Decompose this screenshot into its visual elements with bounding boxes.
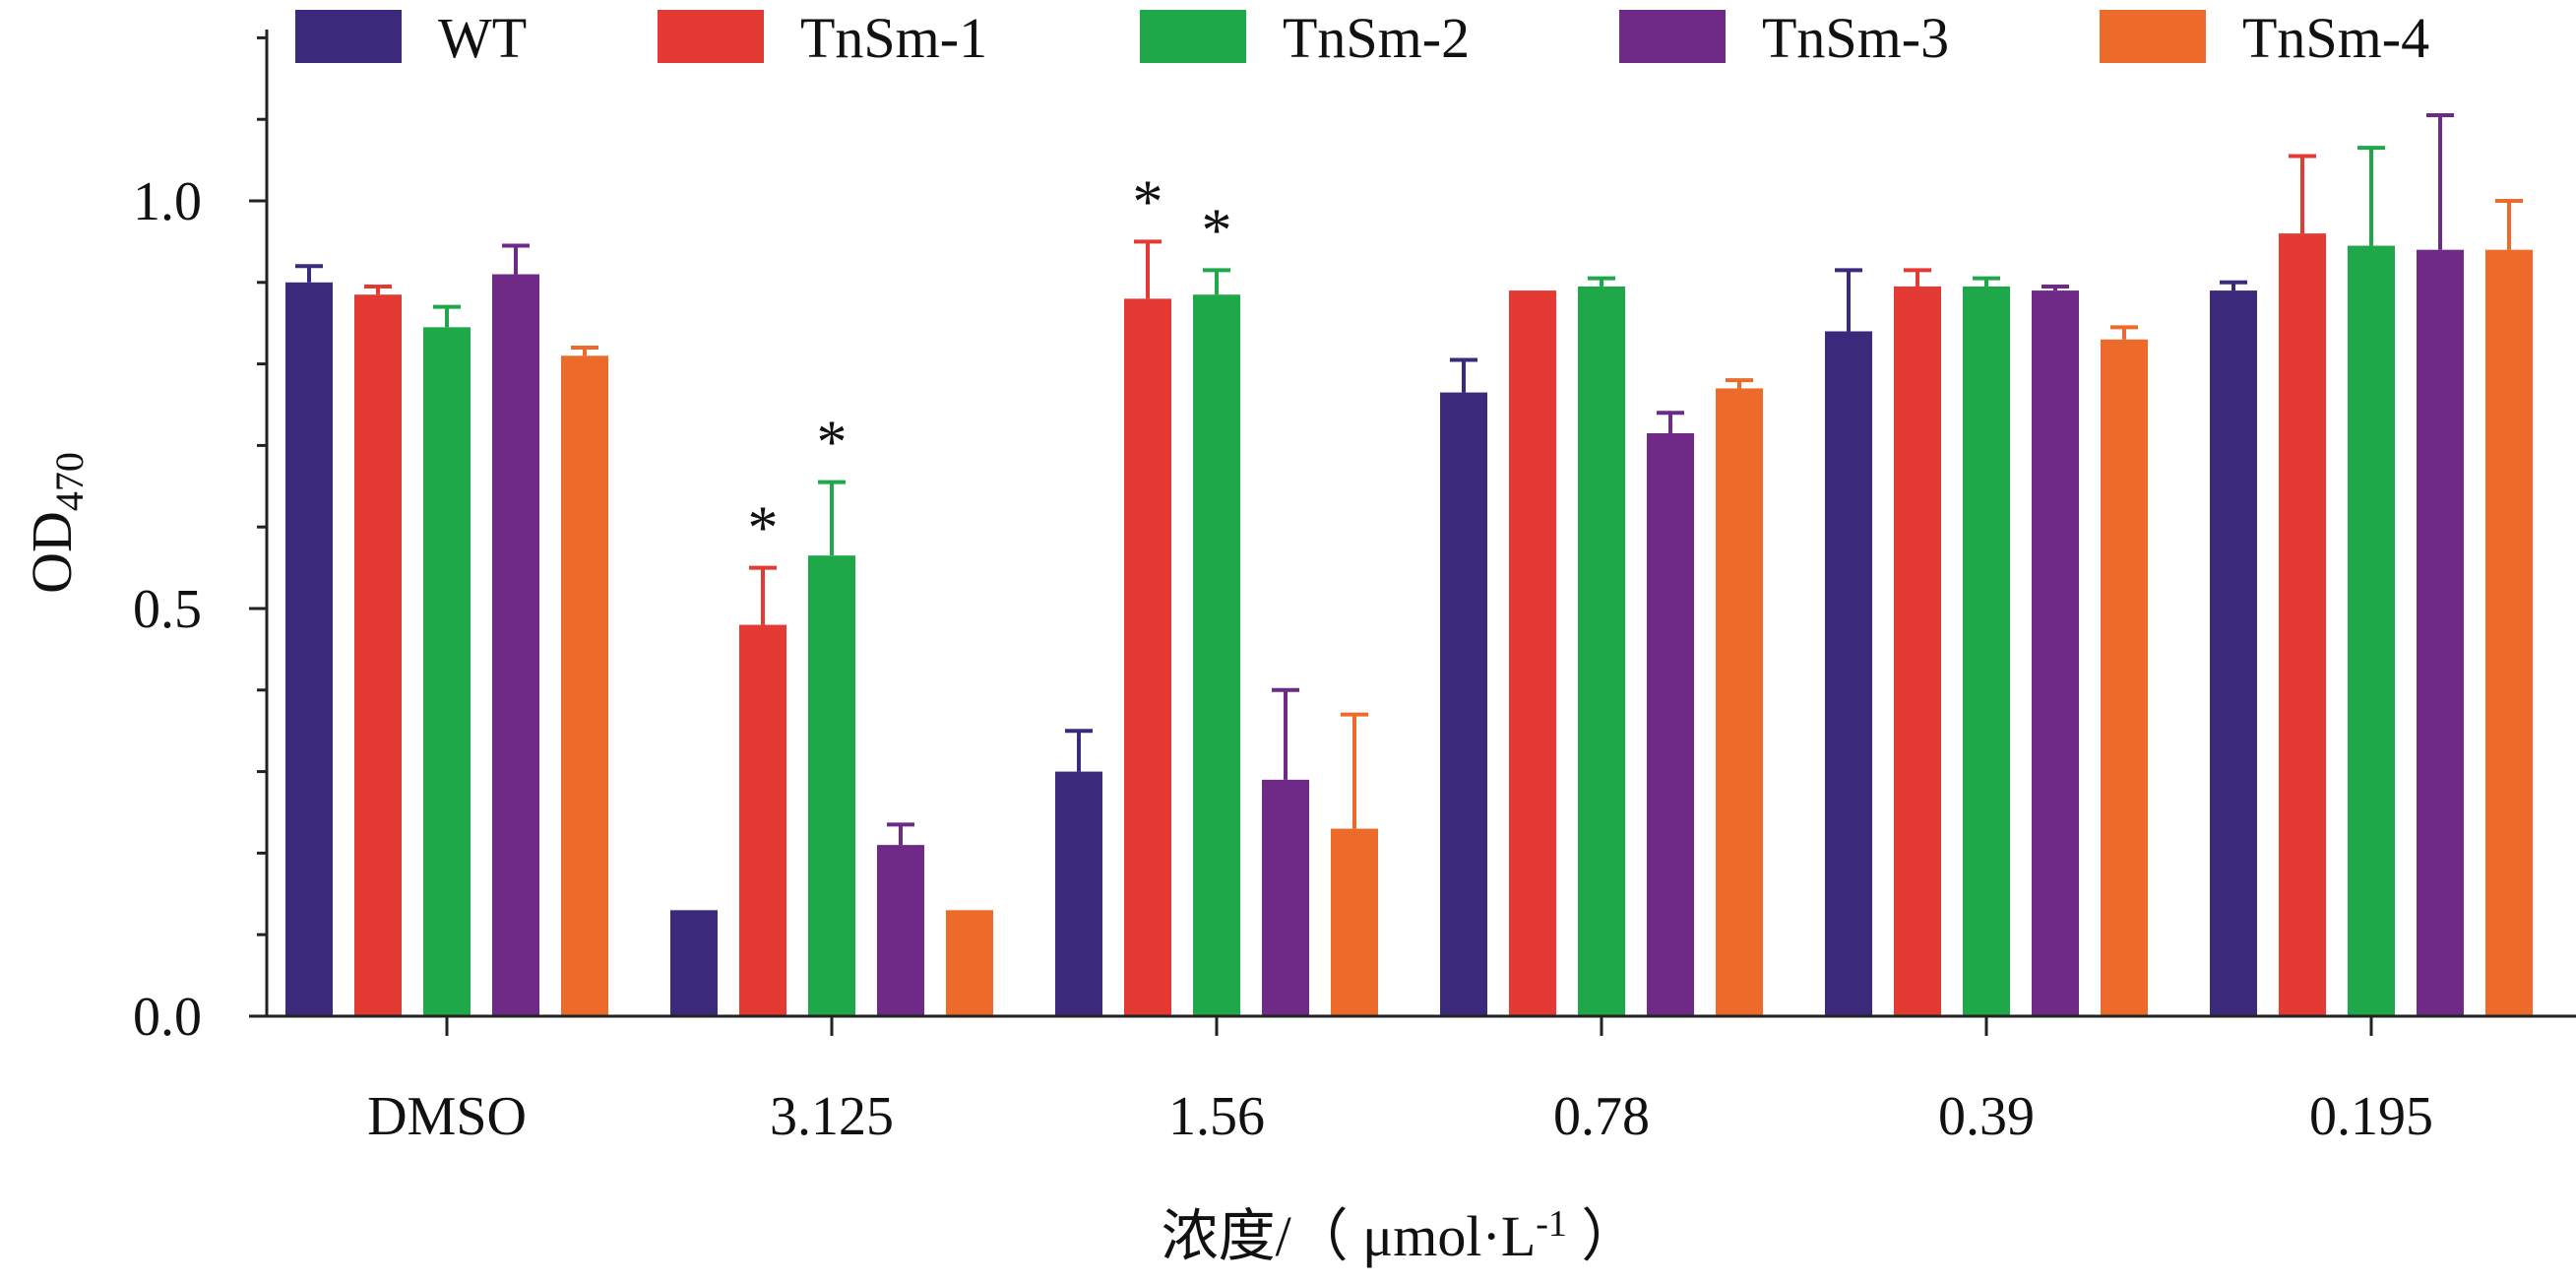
bar <box>1509 290 1556 1017</box>
x-tick-label: DMSO <box>367 1086 527 1147</box>
bar <box>1716 388 1763 1016</box>
x-ticks: DMSO 3.125 1.56 0.78 0.39 0.195 <box>367 1016 2433 1147</box>
bar <box>1963 286 2010 1016</box>
x-axis-title-sup: -1 <box>1536 1203 1567 1245</box>
legend-item-tnsm-2: TnSm-2 <box>1140 6 1470 70</box>
significance-star: * <box>1133 168 1163 235</box>
bar <box>1193 294 1240 1017</box>
legend-swatch <box>1619 10 1726 63</box>
legend-swatch <box>2100 10 2206 63</box>
y-tick-label: 0.5 <box>133 579 202 640</box>
bar <box>1825 331 1872 1017</box>
x-tick-label: 1.56 <box>1168 1086 1265 1147</box>
legend: WT TnSm-1 TnSm-2 TnSm-3 TnSm-4 <box>295 6 2429 70</box>
legend-item-tnsm-4: TnSm-4 <box>2100 6 2429 70</box>
bar <box>2279 233 2326 1016</box>
bar <box>739 624 786 1016</box>
bar <box>354 294 402 1017</box>
legend-item-tnsm-3: TnSm-3 <box>1619 6 1949 70</box>
bar <box>561 355 608 1016</box>
bar <box>285 282 333 1016</box>
bar <box>1331 828 1378 1016</box>
y-tick-label: 1.0 <box>133 171 202 232</box>
legend-label: WT <box>438 6 527 70</box>
bar <box>670 910 718 1016</box>
x-axis-title: 浓度/（ μmol·L-1 ） <box>1162 1203 1639 1268</box>
bar <box>1894 286 1941 1016</box>
legend-label: TnSm-3 <box>1762 6 1949 70</box>
significance-star: * <box>1202 197 1232 264</box>
bar <box>1440 392 1487 1017</box>
bar <box>1578 286 1625 1016</box>
x-tick-label: 3.125 <box>770 1086 894 1147</box>
bar <box>492 274 539 1016</box>
bar <box>877 845 924 1016</box>
bar <box>946 910 993 1016</box>
legend-label: TnSm-4 <box>2242 6 2429 70</box>
bar <box>2417 249 2464 1016</box>
bar <box>1647 432 1694 1017</box>
bar <box>2032 290 2079 1017</box>
bar <box>2348 245 2395 1017</box>
x-tick-label: 0.39 <box>1938 1086 2035 1147</box>
bar <box>1055 771 1102 1016</box>
bar <box>808 555 855 1016</box>
legend-swatch <box>295 10 402 63</box>
y-axis-title-main: OD <box>20 511 84 594</box>
legend-item-wt: WT <box>295 6 527 70</box>
y-ticks: 0.0 0.5 1.0 <box>133 35 267 1048</box>
bar <box>1124 298 1171 1016</box>
legend-label: TnSm-1 <box>800 6 987 70</box>
y-tick-label: 0.0 <box>133 987 202 1048</box>
x-axis-title-main: 浓度/（ μmol·L <box>1162 1204 1537 1268</box>
significance-star: * <box>817 410 848 477</box>
x-tick-label: 0.195 <box>2309 1086 2433 1147</box>
legend-swatch <box>658 10 764 63</box>
legend-item-tnsm-1: TnSm-1 <box>658 6 987 70</box>
bar <box>2101 339 2148 1016</box>
bar <box>1262 779 1309 1016</box>
bar <box>2210 290 2257 1017</box>
bar <box>2485 249 2533 1016</box>
x-axis-title-end: ） <box>1567 1204 1639 1268</box>
bar <box>423 327 471 1017</box>
significance-star: * <box>748 495 779 562</box>
bars-group: * * * * <box>285 113 2533 1017</box>
y-axis-title-sub: 470 <box>47 452 92 511</box>
legend-label: TnSm-2 <box>1283 6 1470 70</box>
y-axis-title: OD470 <box>20 452 92 594</box>
legend-swatch <box>1140 10 1246 63</box>
x-tick-label: 0.78 <box>1553 1086 1650 1147</box>
